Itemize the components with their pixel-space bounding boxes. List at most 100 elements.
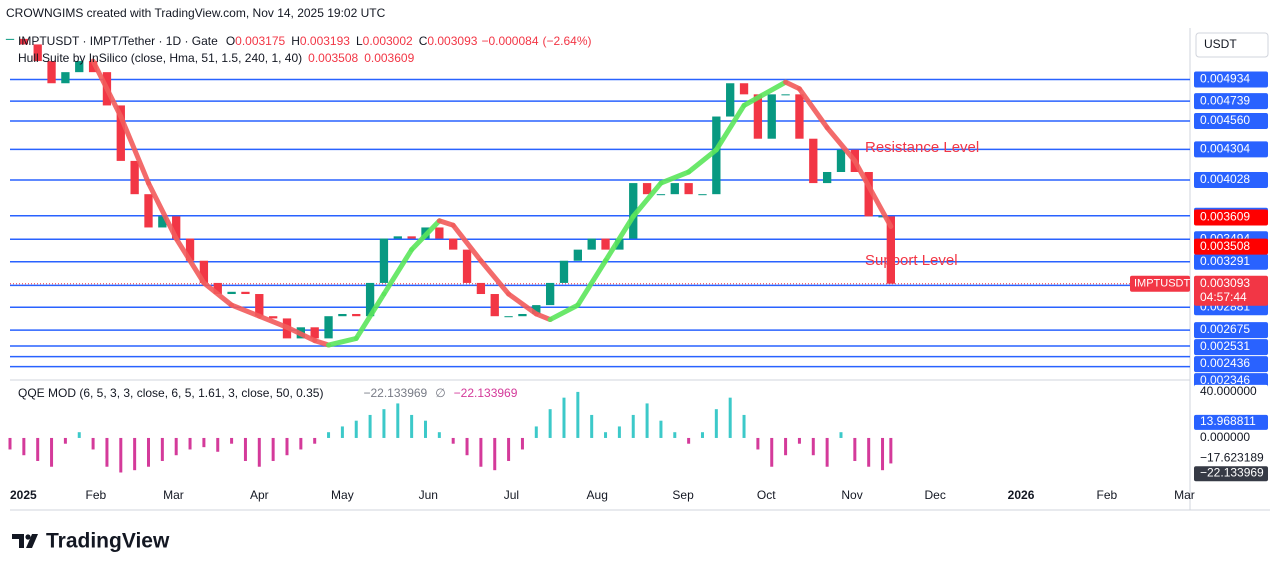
qqe-bar (784, 437, 788, 456)
change: −0.000084 (481, 34, 538, 48)
qqe-bar (146, 437, 150, 467)
qqe-scale-label: −22.133969 (1200, 465, 1264, 479)
qqe-bar (22, 437, 26, 456)
ohlc: O0.003175 H0.003193 L0.003002 C0.003093 (226, 34, 478, 48)
qqe-bar (271, 437, 275, 461)
price-label: 0.004560 (1200, 113, 1250, 127)
candle (795, 94, 804, 139)
candle (172, 216, 181, 239)
price-label: 0.003291 (1200, 254, 1250, 268)
candle (809, 138, 818, 184)
qqe-scale-label: 0.000000 (1200, 430, 1250, 444)
qqe-bar (659, 420, 663, 438)
qqe-bar (340, 426, 344, 438)
hull-segment (741, 79, 789, 108)
hull-segment (118, 114, 151, 186)
qqe-bar (742, 414, 746, 438)
hull-segment (603, 213, 636, 264)
qqe-scale-label: 40.000000 (1200, 384, 1257, 398)
hull-segment (173, 236, 207, 286)
price-label: 0.004028 (1200, 172, 1250, 186)
annotation: Support Level (865, 252, 958, 269)
candle (310, 327, 319, 339)
candle (656, 194, 666, 196)
qqe-bar (576, 391, 580, 438)
qqe-bar (216, 437, 220, 452)
qqe-bar (299, 437, 303, 450)
candle (532, 305, 541, 314)
currency-button[interactable] (1195, 32, 1269, 58)
candle (268, 316, 278, 319)
price-label-bg (1194, 112, 1268, 129)
currency[interactable]: USDT (1204, 37, 1237, 51)
hull-segment (783, 79, 802, 92)
qqe-bar (881, 437, 885, 471)
qqe-bar (105, 437, 109, 467)
candle (629, 183, 638, 239)
candle (144, 194, 153, 228)
qqe-bar (617, 426, 621, 438)
price-label-bg (1194, 322, 1268, 339)
x-tick-label: Mar (1174, 488, 1195, 502)
qqe-label-bg (1194, 430, 1268, 446)
candle (324, 316, 333, 339)
x-tick-label: 2025 (10, 488, 37, 502)
qqe-bar (673, 432, 677, 438)
countdown: 04:57:44 (1200, 290, 1247, 304)
qqe-bar (313, 437, 317, 444)
hull-segment (658, 169, 692, 186)
candle (393, 236, 402, 239)
candle (255, 294, 264, 317)
ohlc-key: L (356, 34, 363, 48)
candle (822, 171, 832, 184)
candle (587, 238, 596, 250)
x-tick-label: Jul (504, 488, 519, 502)
candle (712, 116, 721, 195)
candle (781, 94, 790, 96)
hull-segment (506, 291, 539, 317)
candle (836, 149, 846, 172)
qqe-value: ∅ (435, 386, 445, 400)
candle (5, 38, 15, 40)
hull-name: Hull Suite by InSilico (close, Hma, 51, … (18, 51, 302, 65)
candle (338, 313, 347, 317)
ohlc-key: C (419, 34, 428, 48)
price-label: 0.002346 (1200, 373, 1250, 387)
qqe-bar (493, 437, 497, 471)
candle (739, 83, 749, 95)
hull-segment (145, 180, 179, 242)
candle (352, 313, 361, 317)
x-tick-label: Nov (841, 488, 862, 502)
hull-segment (256, 313, 290, 330)
qqe-bar (285, 437, 289, 456)
x-tick-label: Feb (86, 488, 107, 502)
qqe-label-bg (1194, 384, 1268, 400)
qqe-bar (867, 437, 871, 467)
candle (864, 171, 873, 217)
candle (435, 227, 444, 239)
candle (407, 236, 416, 239)
hull-segment (201, 280, 235, 308)
change-pct: (−2.64%) (543, 34, 592, 48)
qqe-value: −22.133969 (363, 386, 427, 400)
x-tick-label: Sep (672, 488, 694, 502)
candle (227, 291, 236, 295)
qqe-bar (202, 437, 206, 448)
qqe-bar (230, 437, 234, 444)
qqe-bar (756, 437, 760, 450)
ohlc-key: O (226, 34, 235, 48)
price-label-bg (1194, 339, 1268, 356)
ohlc-value: 0.003002 (363, 34, 413, 48)
candle (642, 183, 652, 195)
qqe-bar (811, 437, 815, 456)
logo-icon (12, 534, 38, 548)
candle (490, 294, 499, 317)
candle (199, 260, 209, 283)
qqe-value: −22.133969 (454, 386, 518, 400)
candle (213, 282, 222, 295)
qqe-label-bg (1194, 414, 1268, 430)
current-price-label: 0.003093 (1200, 276, 1250, 290)
hull-segment (90, 58, 124, 120)
candle (61, 72, 70, 84)
